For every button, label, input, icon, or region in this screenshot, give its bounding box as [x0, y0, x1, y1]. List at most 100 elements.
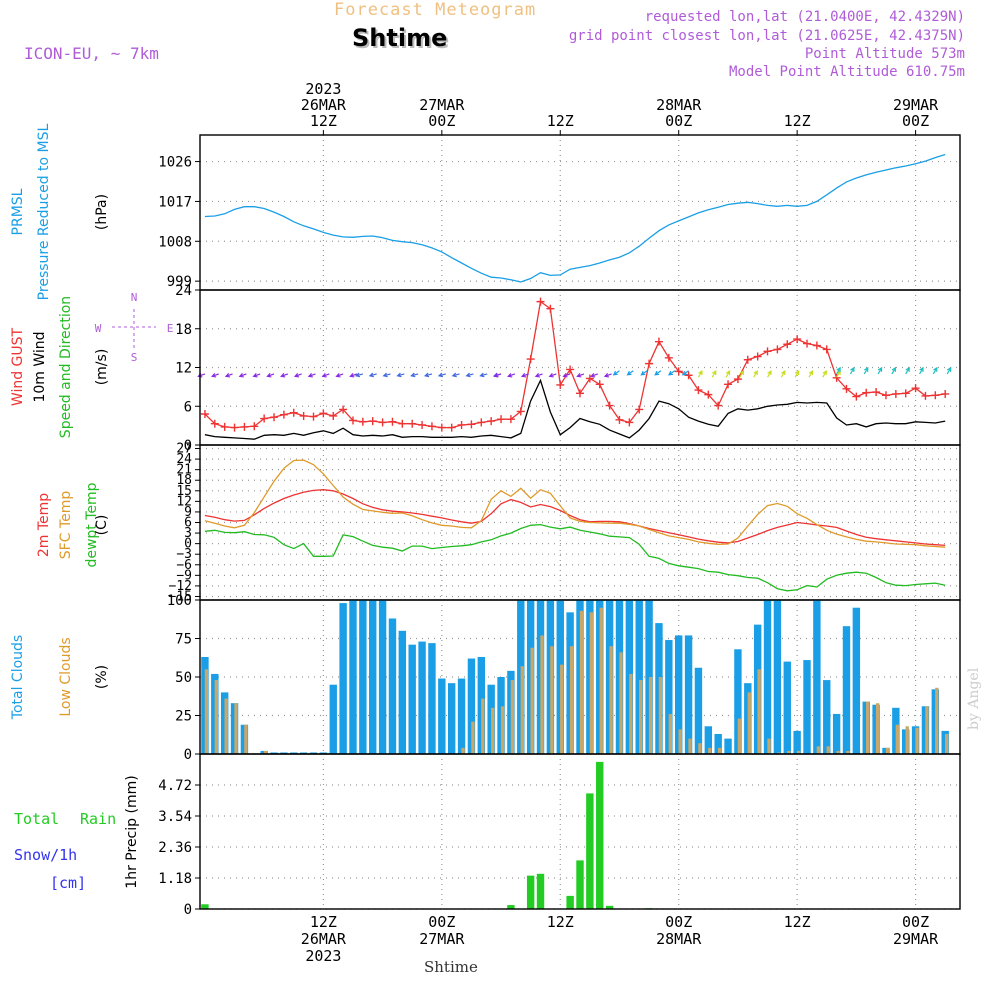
wind-direction-arrow — [932, 366, 938, 375]
wind-direction-arrow — [368, 372, 377, 378]
gust-marker — [753, 352, 762, 361]
wind-direction-arrow — [640, 370, 648, 376]
y-tick-label: −9 — [176, 568, 192, 583]
bar-total-clouds — [290, 752, 298, 754]
bar-total-clouds — [813, 600, 821, 754]
bar-low-clouds — [224, 698, 228, 754]
bar-total-clouds — [349, 600, 357, 754]
bar-low-clouds — [461, 747, 465, 754]
info-grid-point: grid point closest lon,lat (21.0625E, 42… — [568, 28, 965, 44]
bar-total-clouds — [467, 658, 476, 754]
gust-marker — [862, 388, 871, 397]
wind-direction-arrow — [697, 370, 703, 378]
precip-label-total: Total — [14, 810, 59, 828]
gust-marker — [921, 391, 930, 400]
gust-marker — [536, 297, 545, 306]
gust-marker — [418, 420, 427, 429]
bar-total-clouds — [319, 752, 328, 754]
bar-total-rain — [526, 875, 535, 909]
wind-direction-arrow — [780, 370, 786, 378]
panel-label: 10m Wind — [32, 331, 48, 402]
bar-low-clouds — [629, 673, 633, 754]
gust-marker — [220, 422, 229, 431]
model-label: ICON-EU, ~ 7km — [24, 44, 159, 63]
wind-direction-arrow — [493, 372, 502, 378]
gust-marker — [309, 412, 318, 421]
y-tick-label: 3 — [184, 526, 192, 541]
y-tick-label: 24 — [175, 283, 192, 299]
wind-direction-arrow — [654, 370, 662, 376]
bottom-time-label: 2023 — [305, 947, 341, 965]
panel-unit: (C) — [94, 515, 110, 536]
bar-low-clouds — [204, 669, 209, 754]
gust-marker — [901, 389, 910, 398]
bar-total-clouds — [438, 678, 446, 754]
y-tick-label: 18 — [176, 473, 192, 488]
bar-low-clouds — [658, 677, 663, 754]
gust-marker — [842, 384, 851, 393]
wind-direction-arrow — [321, 372, 330, 378]
wind-direction-arrow — [307, 372, 316, 378]
compass-west: W — [95, 322, 102, 335]
wind-direction-arrow — [266, 372, 275, 378]
wind-direction-arrow — [626, 370, 634, 376]
bar-low-clouds — [925, 706, 929, 754]
bar-total-clouds — [299, 752, 308, 754]
series-line-wind-gust — [204, 300, 946, 429]
panel-label: 2m Temp — [36, 493, 52, 557]
wind-direction-arrow — [410, 372, 419, 378]
series-line-10m-wind — [204, 378, 946, 440]
gust-marker — [546, 304, 555, 313]
wind-direction-arrow — [252, 372, 261, 378]
bar-total-clouds — [447, 683, 456, 754]
bar-total-clouds — [309, 752, 318, 754]
bar-low-clouds — [599, 607, 603, 754]
gust-marker — [872, 388, 881, 397]
gust-marker — [408, 419, 417, 428]
wind-direction-arrow — [822, 370, 827, 378]
bar-low-clouds — [796, 750, 801, 754]
gust-marker — [881, 391, 890, 400]
compass-south: S — [131, 351, 138, 364]
bar-total-clouds — [457, 678, 466, 754]
gust-marker — [329, 411, 338, 420]
bar-total-clouds — [408, 644, 416, 754]
bar-low-clouds — [214, 680, 218, 754]
series-line-prmsl-pressure-reduced-to-msl — [204, 153, 946, 283]
panel-label: PRMSL — [10, 188, 26, 235]
bar-low-clouds — [708, 747, 712, 754]
bar-low-clouds — [589, 612, 594, 754]
bar-total-rain — [586, 793, 594, 909]
bar-low-clouds — [737, 718, 742, 754]
wind-direction-arrow — [210, 372, 219, 378]
y-tick-label: 6 — [184, 399, 192, 415]
gust-marker — [615, 415, 624, 424]
series-line-2m-temp — [204, 489, 946, 547]
bar-low-clouds — [648, 677, 653, 754]
wind-direction-arrow — [603, 372, 612, 378]
bar-low-clouds — [875, 703, 880, 754]
y-tick-label: 2.36 — [158, 840, 192, 856]
y-tick-label: 9 — [184, 505, 192, 520]
wind-direction-arrow — [396, 372, 405, 378]
bar-total-clouds — [763, 600, 772, 754]
bar-low-clouds — [560, 664, 564, 754]
bar-total-clouds — [832, 713, 841, 754]
gust-marker — [664, 353, 673, 362]
wind-direction-arrow — [849, 366, 855, 375]
precip-label-cm: [cm] — [50, 874, 86, 892]
bar-low-clouds — [688, 738, 692, 754]
panel-label: dewpt Temp — [84, 482, 100, 567]
gust-marker — [289, 408, 298, 417]
gust-marker — [595, 380, 604, 389]
top-time-label: 28MAR — [656, 96, 702, 114]
bottom-time-label: 29MAR — [893, 930, 939, 948]
bottom-time-label: 27MAR — [419, 930, 465, 948]
y-tick-label: 1008 — [158, 234, 192, 250]
bar-low-clouds — [905, 726, 909, 754]
bar-low-clouds — [530, 647, 534, 754]
location-title: Shtime — [352, 24, 448, 52]
panel-wind — [195, 289, 961, 446]
panel-label: Wind GUST — [10, 327, 26, 406]
